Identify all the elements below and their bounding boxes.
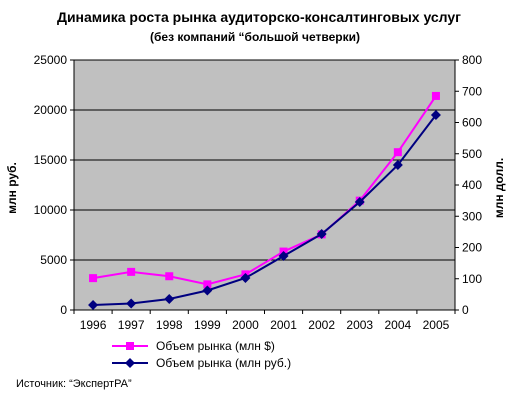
x-tick-label: 2001: [270, 318, 297, 332]
chart-subtitle: (без компаний “большой четверки): [150, 30, 360, 44]
series-line: [92, 95, 437, 286]
left-tick-label: 20000: [34, 103, 68, 117]
right-axis-label: млн долл.: [492, 158, 506, 218]
left-tick-label: 10000: [34, 203, 68, 217]
x-tick-label: 1997: [118, 318, 145, 332]
data-point: [430, 110, 441, 120]
series-2: [88, 110, 441, 310]
data-point: [89, 274, 98, 283]
left-axis-label: млн руб.: [5, 162, 19, 214]
data-point: [354, 197, 365, 207]
legend: Объем рынка (млн $) Объем рынка (млн руб.…: [112, 339, 291, 370]
right-axis-ticks: 0 100 200 300 400 500 600 700 800: [455, 53, 482, 317]
x-axis-ticks: 1996 1997 1998 1999 2000 2001 2002 2003 2004 2005: [73, 310, 456, 332]
source-note: Источник: “ЭкспертРА”: [16, 378, 132, 390]
right-tick-label: 300: [462, 209, 482, 223]
x-tick-label: 2005: [423, 318, 450, 332]
right-tick-label: 700: [462, 84, 482, 98]
x-tick-label: 2003: [346, 318, 373, 332]
left-tick-label: 15000: [34, 153, 68, 167]
x-tick-label: 1999: [194, 318, 221, 332]
left-tick-label: 0: [60, 303, 67, 317]
data-point: [126, 298, 137, 309]
series-line: [93, 114, 437, 306]
legend-label: Объем рынка (млн руб.): [156, 356, 291, 370]
left-tick-label: 5000: [40, 253, 67, 267]
series-layer: [88, 91, 441, 310]
data-point: [202, 285, 213, 296]
x-tick-label: 2004: [384, 318, 411, 332]
data-point: [316, 229, 327, 239]
data-point: [278, 251, 289, 261]
data-point: [431, 91, 440, 100]
data-point: [203, 280, 212, 289]
data-point: [165, 272, 174, 281]
left-tick-label: 25000: [34, 53, 68, 67]
data-point: [164, 294, 175, 304]
x-tick-label: 1996: [80, 318, 107, 332]
x-tick-label: 2002: [308, 318, 335, 332]
x-tick-label: 2000: [232, 318, 259, 332]
legend-item: Объем рынка (млн $): [112, 339, 275, 353]
legend-marker: [126, 342, 134, 350]
data-point: [88, 300, 99, 310]
legend-marker: [125, 358, 135, 368]
right-tick-label: 0: [462, 303, 469, 317]
right-tick-label: 500: [462, 147, 482, 161]
right-tick-label: 100: [462, 272, 482, 286]
left-axis-ticks: 0 5000 10000 15000 20000 25000: [34, 53, 74, 317]
right-tick-label: 400: [462, 178, 482, 192]
chart-title: Динамика роста рынка аудиторско-консалти…: [57, 9, 461, 25]
data-point: [392, 160, 403, 170]
right-tick-label: 800: [462, 53, 482, 67]
data-point: [240, 273, 251, 283]
data-point: [393, 148, 402, 157]
right-tick-label: 200: [462, 241, 482, 255]
legend-item: Объем рынка (млн руб.): [112, 356, 291, 370]
right-tick-label: 600: [462, 116, 482, 130]
plot-area: [73, 59, 456, 311]
legend-label: Объем рынка (млн $): [156, 339, 275, 353]
x-tick-label: 1998: [156, 318, 183, 332]
data-point: [127, 267, 136, 276]
